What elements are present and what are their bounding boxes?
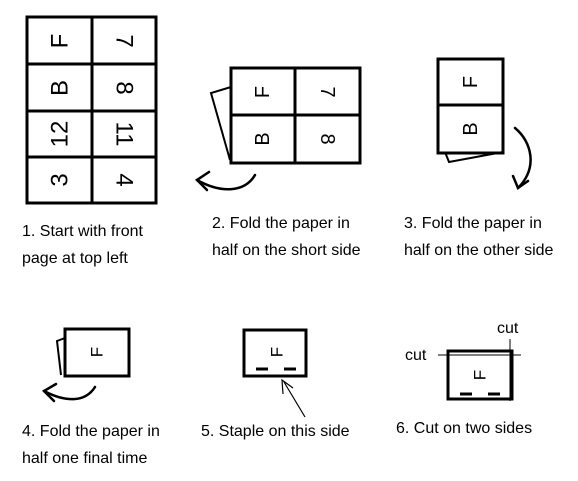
page-label-12: 12 bbox=[47, 121, 74, 148]
step5-booklet bbox=[242, 328, 308, 378]
step4-caption-line2: half one final time bbox=[22, 450, 148, 467]
step2-fold-arrow bbox=[195, 170, 257, 192]
step3-back-flap bbox=[444, 151, 504, 164]
step4-caption-line1: 4. Fold the paper in bbox=[22, 423, 160, 440]
page-label-b: B bbox=[47, 80, 74, 96]
page-label-11: 11 bbox=[111, 122, 138, 147]
step6-booklet bbox=[446, 349, 514, 401]
step3-sheet bbox=[436, 57, 505, 155]
step1-sheet bbox=[25, 15, 158, 205]
step2-label-b: B bbox=[252, 132, 274, 145]
page-label-f: F bbox=[47, 34, 74, 49]
step5-caption: 5. Staple on this side bbox=[201, 423, 350, 440]
page-label-7: 7 bbox=[111, 34, 138, 47]
step6-caption: 6. Cut on two sides bbox=[396, 420, 532, 437]
step6-cut-lines bbox=[438, 339, 521, 401]
step3-label-f: F bbox=[460, 76, 482, 88]
step2-caption-line1: 2. Fold the paper in bbox=[212, 215, 350, 232]
step3-caption-line1: 3. Fold the paper in bbox=[404, 215, 542, 232]
step5-label-f: F bbox=[268, 347, 287, 357]
step5-pointer-arrow bbox=[281, 378, 306, 418]
step1-caption-line2: page at top left bbox=[22, 250, 128, 267]
step4-sheet bbox=[63, 327, 131, 378]
step2-label-f: F bbox=[252, 86, 274, 98]
step3-fold-arrow bbox=[511, 126, 532, 190]
cut-label-left: cut bbox=[405, 347, 427, 364]
step2-sheet bbox=[229, 66, 362, 165]
step2-caption-line2: half on the short side bbox=[212, 242, 361, 259]
step1-caption-line1: 1. Start with front bbox=[22, 223, 143, 240]
cut-label-top: cut bbox=[497, 320, 519, 337]
step2-label-7: 7 bbox=[316, 86, 338, 97]
page-label-8: 8 bbox=[111, 81, 138, 94]
step4-fold-arrow bbox=[41, 382, 97, 403]
page-label-3: 3 bbox=[47, 173, 74, 186]
step6-label-f: F bbox=[471, 370, 490, 380]
step2-label-8: 8 bbox=[316, 133, 338, 144]
step3-caption-line2: half on the other side bbox=[404, 242, 554, 259]
step4-label-f: F bbox=[88, 347, 107, 357]
step3-label-b: B bbox=[460, 122, 482, 135]
step4-back-flap bbox=[55, 337, 66, 376]
page-label-4: 4 bbox=[111, 173, 138, 186]
step2-back-flap bbox=[209, 86, 232, 161]
